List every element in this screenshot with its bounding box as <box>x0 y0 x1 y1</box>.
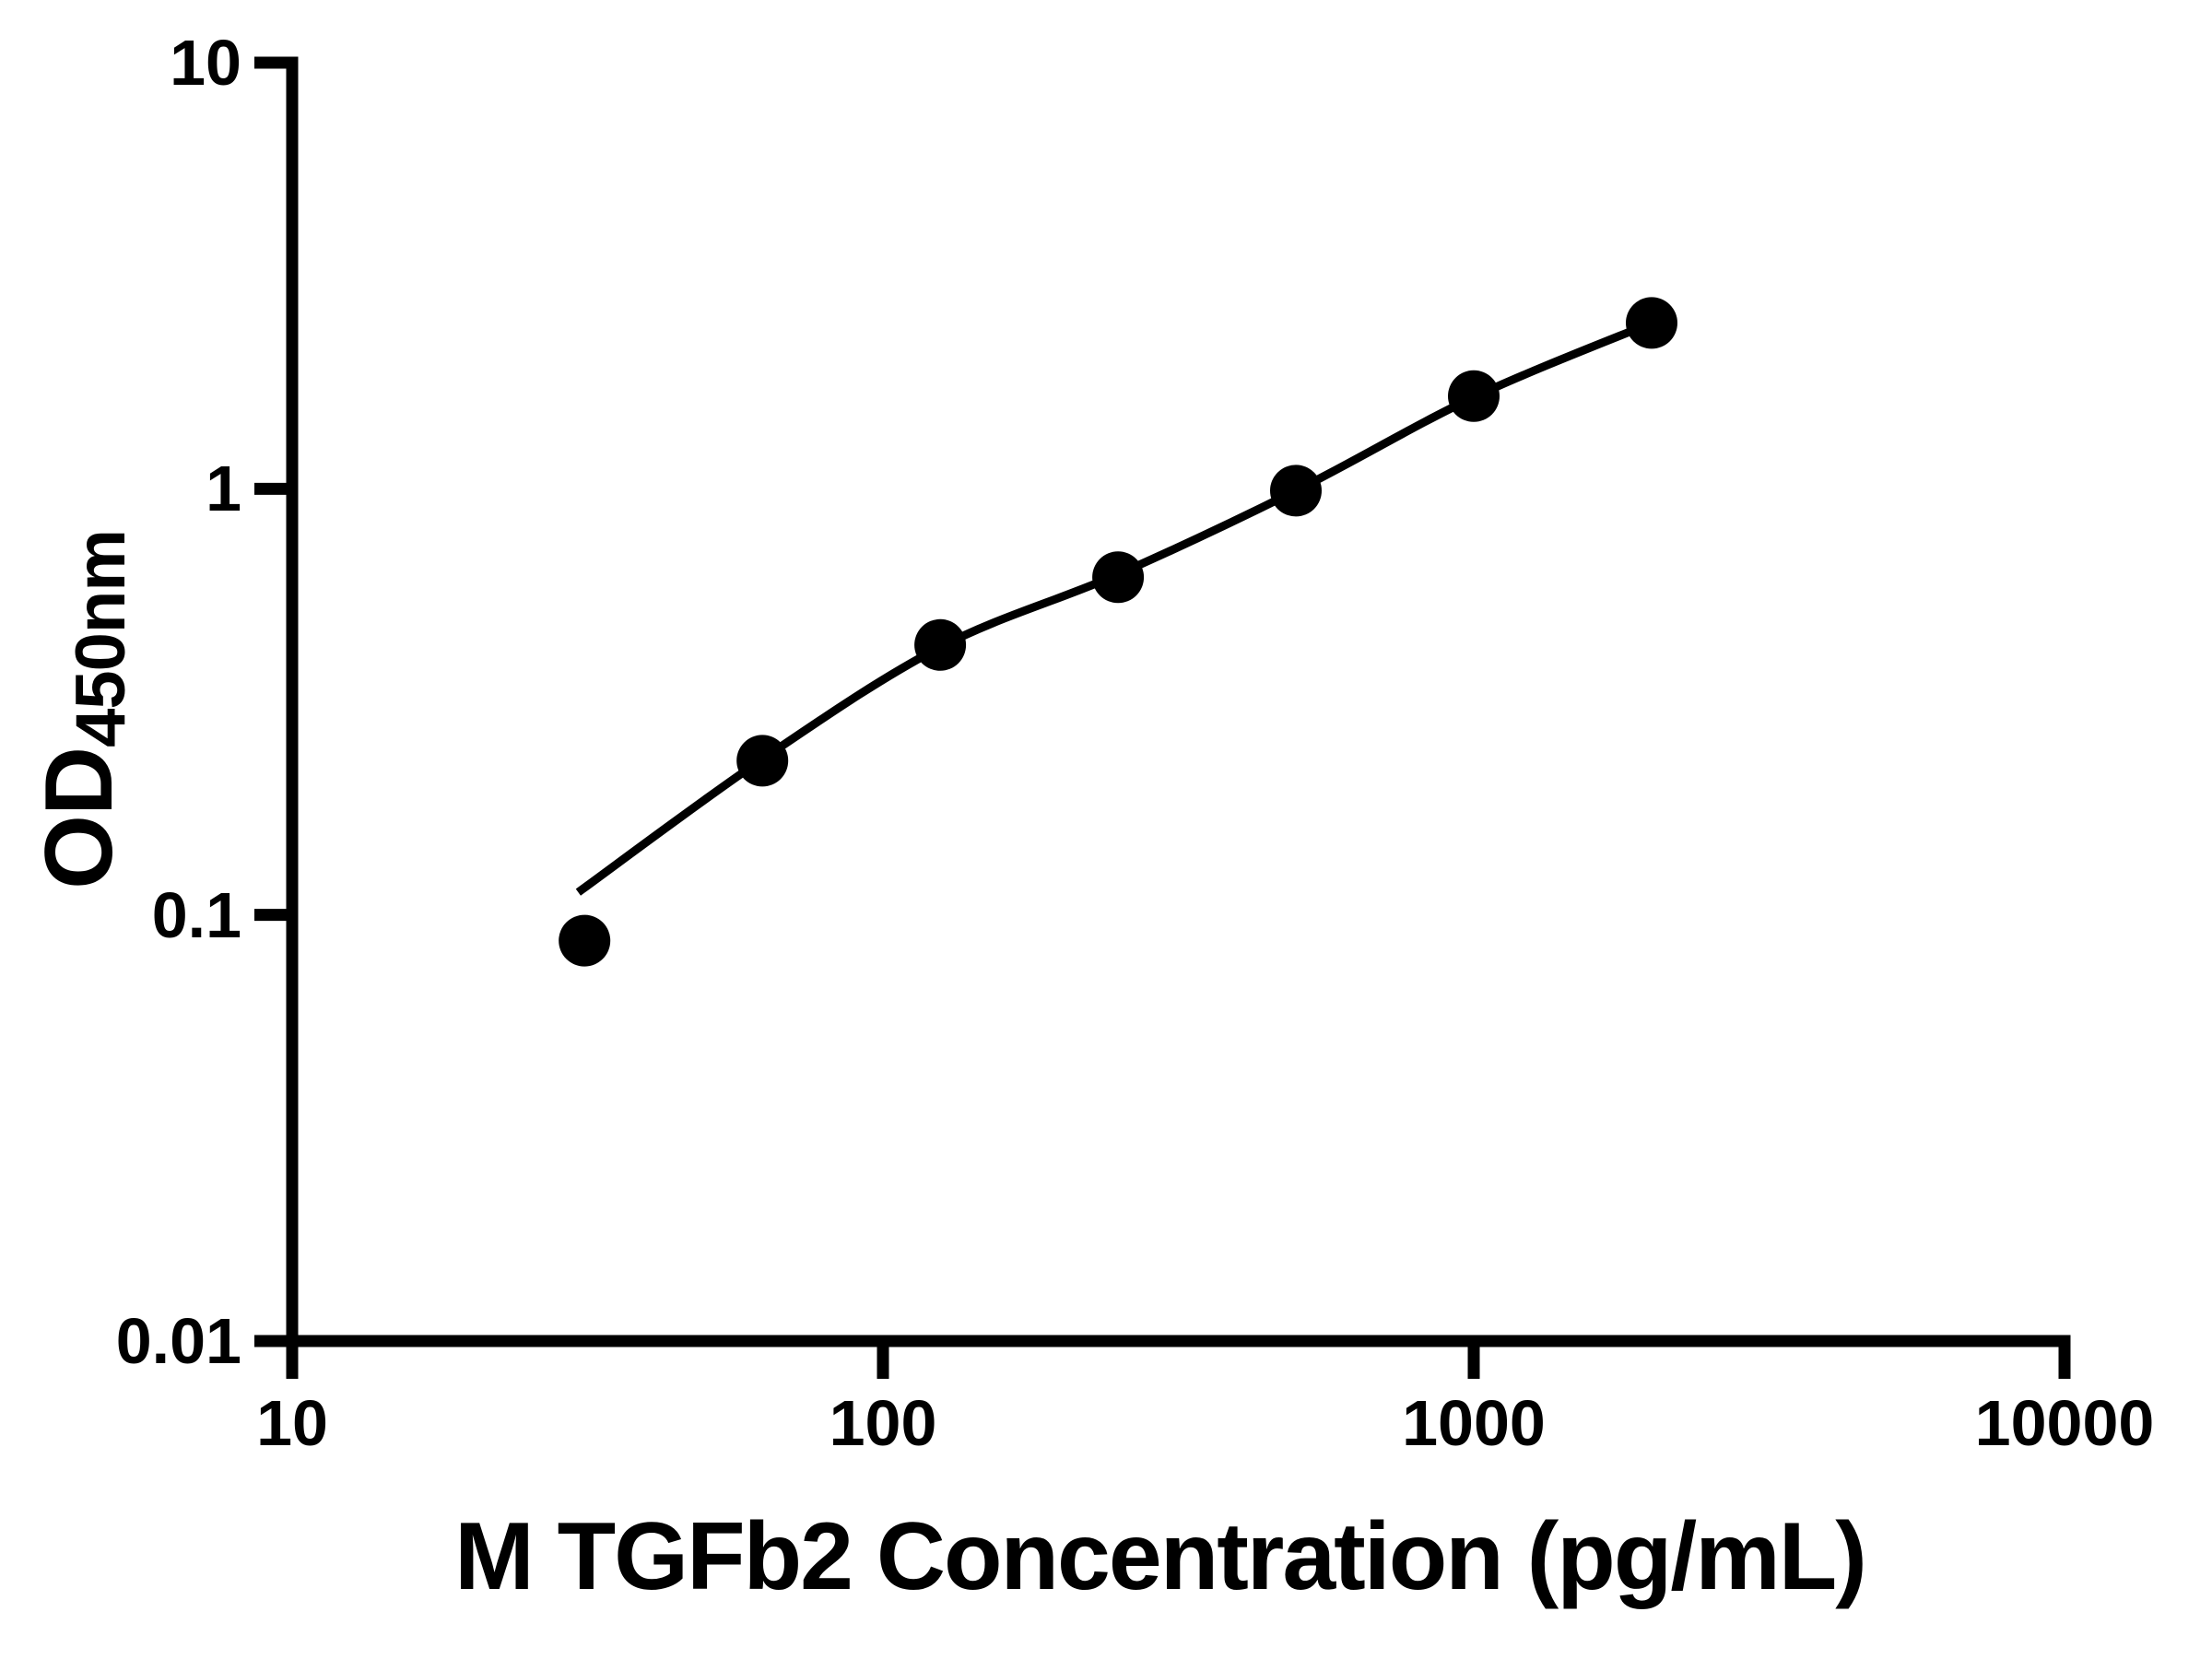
y-tick-label: 1 <box>206 453 241 525</box>
x-axis-title: M TGFb2 Concentration (pg/mL) <box>454 1503 1867 1610</box>
y-tick-label: 0.01 <box>115 1305 241 1377</box>
y-tick-label: 10 <box>170 27 241 99</box>
data-point-marker <box>1270 465 1322 517</box>
y-axis-title: OD450nm <box>25 530 141 889</box>
data-point-marker <box>1448 370 1500 422</box>
y-axis-title-main: OD <box>26 747 133 889</box>
y-tick-label: 0.1 <box>151 878 241 951</box>
x-tick-label: 10 <box>256 1387 328 1459</box>
data-point-marker <box>914 618 967 671</box>
data-point-marker <box>559 914 611 967</box>
y-axis-title-subscript: 450nm <box>62 530 140 747</box>
data-point-marker <box>736 735 789 787</box>
x-tick-label: 100 <box>829 1387 937 1459</box>
data-point-marker <box>1092 551 1145 604</box>
data-point-marker <box>1626 297 1677 349</box>
x-tick-label: 1000 <box>1402 1387 1546 1459</box>
x-tick-label: 10000 <box>1974 1387 2155 1459</box>
